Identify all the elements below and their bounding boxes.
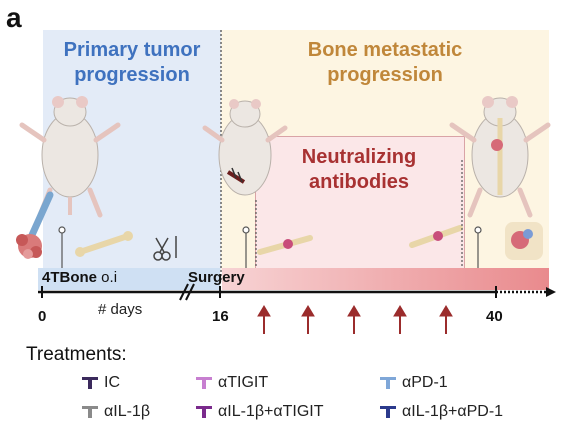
- legend-item-il1b-tigit: αIL-1β+αTIGIT: [196, 403, 324, 421]
- legend-label: αPD-1: [402, 374, 448, 391]
- bone-timeline-bar: [222, 268, 549, 290]
- neutral-title-line2: antibodies: [308, 171, 409, 193]
- mouse-metastasis-icon: [449, 96, 551, 218]
- legend-marker-icon: [82, 406, 98, 418]
- scissors-icon: [153, 236, 177, 261]
- legend-marker-icon: [82, 377, 98, 389]
- legend-item-pd1: αPD-1: [380, 374, 448, 392]
- bone-icon-2: [257, 235, 313, 255]
- neutral-title-line1: Neutralizing: [301, 146, 417, 168]
- injection-label-rest: o.i: [97, 269, 118, 286]
- tumor-cells-icon: [16, 234, 42, 259]
- tick-label-0: 0: [38, 308, 47, 325]
- legend-label: IC: [104, 374, 120, 391]
- primary-timeline-bar: [38, 268, 220, 290]
- antibody-arrows: [257, 305, 453, 334]
- primary-title-line1: Primary tumor: [63, 39, 201, 61]
- bone-icon-1: [75, 231, 133, 257]
- mouse-surgery-icon: [202, 99, 288, 196]
- timepoint-markers: [58, 160, 482, 268]
- primary-phase-title: Primary tumor progression: [43, 38, 221, 88]
- legend-label: αTIGIT: [218, 374, 269, 391]
- legend-item-tigit: αTIGIT: [196, 374, 268, 392]
- tick-label-16: 16: [212, 308, 229, 325]
- legend-item-il1b: αIL-1β: [82, 403, 150, 421]
- tick-label-40: 40: [486, 308, 503, 325]
- legend-label: αIL-1β: [104, 403, 151, 420]
- neutralizing-title: Neutralizing antibodies: [255, 145, 463, 195]
- legend-marker-icon: [196, 377, 212, 389]
- legend-marker-icon: [380, 406, 396, 418]
- spine-tumor-icon: [505, 222, 543, 260]
- bone-title-line1: Bone metastatic: [307, 39, 463, 61]
- treatments-title: Treatments:: [26, 344, 127, 365]
- bone-title-line2: progression: [327, 64, 443, 86]
- bone-phase-title: Bone metastatic progression: [255, 38, 515, 88]
- legend-item-ic: IC: [82, 374, 120, 392]
- legend-label: αIL-1β+αTIGIT: [218, 403, 324, 420]
- injection-label: 4TBone o.i: [42, 269, 117, 286]
- legend-marker-icon: [196, 406, 212, 418]
- legend-item-il1b-pd1: αIL-1β+αPD-1: [380, 403, 503, 421]
- bone-icon-3: [409, 225, 463, 248]
- legend-label: αIL-1β+αPD-1: [402, 403, 504, 420]
- days-label: # days: [98, 301, 143, 318]
- panel-letter: a: [6, 2, 22, 33]
- legend-marker-icon: [380, 377, 396, 389]
- mouse-injection-icon: [19, 96, 121, 246]
- timeline-axis: [38, 283, 556, 301]
- surgery-label: Surgery: [188, 269, 245, 286]
- primary-title-line2: progression: [74, 64, 190, 86]
- injection-label-bold: 4TBone: [42, 269, 98, 286]
